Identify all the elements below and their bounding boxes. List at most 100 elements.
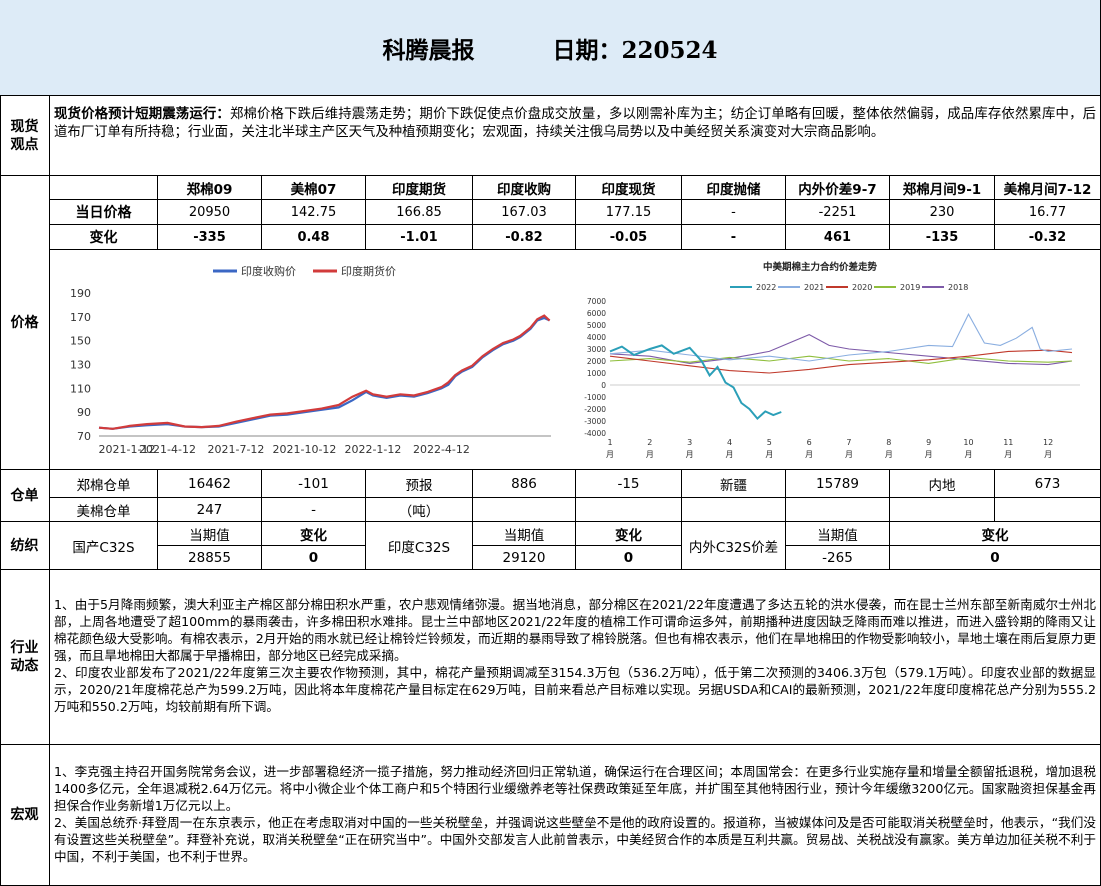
series-line [609, 344, 782, 421]
series-line [609, 333, 1073, 366]
price-value: -335 [158, 225, 262, 250]
price-col-header: 印度现货 [576, 176, 682, 200]
price-table-corner [50, 176, 158, 200]
section-label-price: 价格 [0, 176, 50, 470]
price-value: -0.32 [995, 225, 1101, 250]
textile-change-header: 变化 [262, 522, 366, 546]
x-tick-label: 3 [687, 438, 692, 447]
warehouse-cell: 886 [473, 470, 576, 498]
textile-value: 29120 [473, 546, 576, 570]
y-tick-label: 5000 [587, 321, 606, 330]
y-tick-label: 70 [77, 430, 91, 443]
price-value: - [682, 200, 786, 225]
price-value: 16.77 [995, 200, 1101, 225]
price-row-label: 变化 [50, 225, 158, 250]
warehouse-cell [786, 498, 890, 522]
price-col-header: 郑棉09 [158, 176, 262, 200]
x-tick-label: 12 [1043, 438, 1053, 447]
warehouse-cell [682, 498, 786, 522]
price-row-label: 当日价格 [50, 200, 158, 225]
warehouse-cell: 673 [995, 470, 1101, 498]
x-tick-label: 9 [926, 438, 931, 447]
x-tick-label: 月 [925, 450, 933, 459]
warehouse-cell: 新疆 [682, 470, 786, 498]
series-line [609, 355, 1073, 364]
series-line [98, 314, 551, 430]
y-tick-label: 110 [70, 382, 91, 395]
x-tick-label: 月 [1044, 450, 1052, 459]
y-tick-label: 7000 [587, 297, 606, 306]
warehouse-cell: 247 [158, 498, 262, 522]
y-tick-label: 3000 [587, 345, 606, 354]
x-tick-label: 月 [805, 450, 813, 459]
warehouse-cell: （吨） [366, 498, 473, 522]
series-line [609, 313, 1073, 362]
textile-value: 28855 [158, 546, 262, 570]
legend-label: 2021 [804, 283, 824, 292]
legend-label: 2019 [900, 283, 920, 292]
warehouse-cell: -101 [262, 470, 366, 498]
price-value: -0.05 [576, 225, 682, 250]
x-tick-label: 2021-4-12 [139, 443, 196, 456]
x-tick-label: 6 [807, 438, 812, 447]
series-line [609, 349, 1073, 374]
warehouse-cell [890, 498, 995, 522]
y-tick-label: -4000 [584, 429, 606, 438]
y-tick-label: 0 [601, 381, 606, 390]
spot-view-text: 现货价格预计短期震荡运行：郑棉价格下跌后维持震荡走势；期价下跌促使点价盘成交放量… [50, 96, 1100, 142]
spot-view-body: 郑棉价格下跌后维持震荡走势；期价下跌促使点价盘成交放量，多以刚需补库为主；纺企订… [54, 107, 1097, 140]
x-tick-label: 7 [846, 438, 851, 447]
warehouse-cell [995, 498, 1101, 522]
price-value: 167.03 [473, 200, 576, 225]
textile-change: 0 [890, 546, 1101, 570]
price-col-header: 美棉07 [262, 176, 366, 200]
y-tick-label: 130 [70, 359, 91, 372]
y-tick-label: -2000 [584, 405, 606, 414]
y-tick-label: 90 [77, 406, 91, 419]
warehouse-cell: 郑棉仓单 [50, 470, 158, 498]
price-col-header: 印度抛储 [682, 176, 786, 200]
textile-change-header: 变化 [890, 522, 1101, 546]
section-label-textile: 纺织 [0, 522, 50, 570]
price-col-header: 美棉月间7-12 [995, 176, 1101, 200]
price-value: -0.82 [473, 225, 576, 250]
textile-label: 国产C32S [50, 522, 158, 570]
legend-label: 印度期货价 [341, 264, 396, 278]
price-value: 20950 [158, 200, 262, 225]
x-tick-label: 月 [765, 450, 773, 459]
textile-current-header: 当期值 [786, 522, 890, 546]
y-tick-label: 2000 [587, 357, 606, 366]
x-tick-label: 月 [1004, 450, 1012, 459]
section-label-warehouse: 仓单 [0, 470, 50, 522]
macro-news-item: 1、李克强主持召开国务院常务会议，进一步部署稳经济一揽子措施，努力推动经济回归正… [54, 764, 1096, 813]
report-header: 科腾晨报 日期：220524 [0, 0, 1101, 96]
price-col-header: 郑棉月间9-1 [890, 176, 995, 200]
warehouse-cell: - [262, 498, 366, 522]
x-tick-label: 月 [646, 450, 654, 459]
legend-label: 2020 [852, 283, 872, 292]
warehouse-cell: 美棉仓单 [50, 498, 158, 522]
x-tick-label: 月 [845, 450, 853, 459]
legend-label: 2022 [756, 283, 776, 292]
chart-title: 中美期棉主力合约价差走势 [763, 261, 878, 273]
y-tick-label: 190 [70, 287, 91, 300]
x-tick-label: 月 [686, 450, 694, 459]
price-value: 230 [890, 200, 995, 225]
price-col-header: 印度收购 [473, 176, 576, 200]
price-value: 166.85 [366, 200, 473, 225]
price-value: 461 [786, 225, 890, 250]
price-value: -2251 [786, 200, 890, 225]
x-tick-label: 2021-7-12 [208, 443, 265, 456]
x-tick-label: 5 [767, 438, 772, 447]
price-col-header: 内外价差9-7 [786, 176, 890, 200]
price-value: - [682, 225, 786, 250]
warehouse-cell [473, 498, 576, 522]
x-tick-label: 2021-1-12 [99, 443, 156, 456]
macro-news-item: 2、美国总统乔·拜登周一在东京表示，他正在考虑取消对中国的一些关税壁垒，并强调说… [54, 815, 1096, 864]
textile-change: 0 [262, 546, 366, 570]
price-col-header: 印度期货 [366, 176, 473, 200]
y-tick-label: 1000 [587, 369, 606, 378]
x-tick-label: 1 [607, 438, 612, 447]
series-line [98, 316, 551, 430]
